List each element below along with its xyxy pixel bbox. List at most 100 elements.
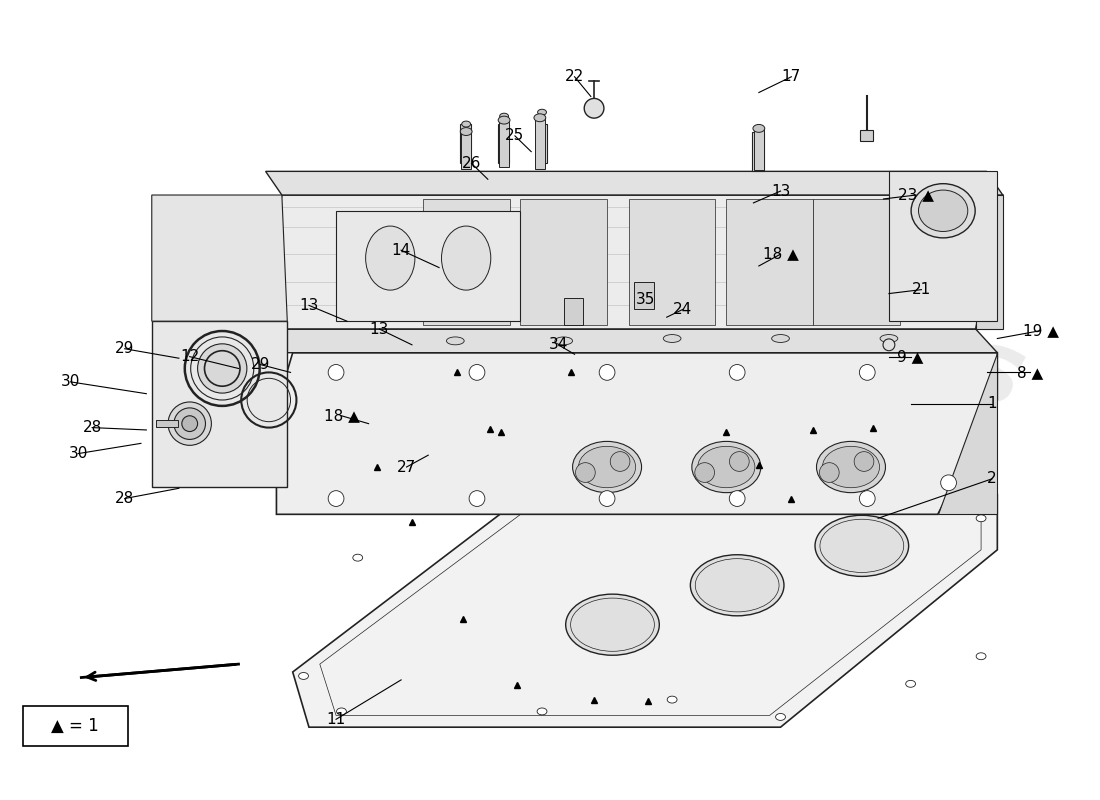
- Circle shape: [328, 490, 344, 506]
- Circle shape: [883, 339, 894, 350]
- Text: 14: 14: [392, 242, 410, 258]
- Text: 13: 13: [299, 298, 319, 313]
- Polygon shape: [265, 171, 1003, 195]
- Text: 2: 2: [987, 471, 997, 486]
- Circle shape: [575, 462, 595, 482]
- Circle shape: [729, 365, 745, 380]
- Bar: [635, 282, 653, 310]
- Bar: [563, 298, 583, 325]
- Ellipse shape: [447, 337, 464, 345]
- Circle shape: [859, 490, 876, 506]
- Ellipse shape: [353, 554, 363, 561]
- Text: 27: 27: [397, 459, 416, 474]
- Circle shape: [584, 98, 604, 118]
- Polygon shape: [152, 321, 287, 486]
- Ellipse shape: [911, 184, 976, 238]
- Ellipse shape: [816, 442, 886, 493]
- Bar: [754, 128, 763, 170]
- Text: a passion since 1985: a passion since 1985: [475, 426, 825, 564]
- Circle shape: [469, 365, 485, 380]
- Ellipse shape: [337, 708, 346, 715]
- Circle shape: [940, 475, 956, 490]
- Circle shape: [859, 365, 876, 380]
- Polygon shape: [889, 171, 998, 321]
- Text: 18 ▲: 18 ▲: [762, 246, 799, 262]
- Text: 21: 21: [912, 282, 931, 297]
- Circle shape: [610, 452, 630, 471]
- Ellipse shape: [755, 125, 763, 131]
- Circle shape: [168, 402, 211, 446]
- Text: 8 ▲: 8 ▲: [1016, 365, 1043, 380]
- Ellipse shape: [722, 499, 732, 506]
- Polygon shape: [976, 195, 1003, 329]
- Text: 18 ▲: 18 ▲: [323, 408, 360, 423]
- Ellipse shape: [462, 121, 471, 127]
- Text: 26: 26: [462, 156, 482, 171]
- Text: 25: 25: [505, 128, 525, 143]
- Text: 22: 22: [565, 70, 584, 84]
- Ellipse shape: [526, 499, 536, 506]
- Text: 11: 11: [327, 712, 345, 727]
- Bar: [752, 133, 764, 171]
- Polygon shape: [629, 199, 715, 325]
- Ellipse shape: [776, 714, 785, 720]
- Ellipse shape: [365, 226, 415, 290]
- Circle shape: [328, 365, 344, 380]
- Text: 12: 12: [180, 349, 199, 364]
- Bar: [536, 124, 548, 163]
- Bar: [499, 120, 509, 167]
- Ellipse shape: [772, 334, 790, 342]
- Bar: [461, 131, 471, 169]
- Circle shape: [198, 344, 246, 393]
- Text: 29: 29: [251, 357, 270, 372]
- Text: ▲ = 1: ▲ = 1: [51, 718, 99, 735]
- Circle shape: [729, 490, 745, 506]
- Text: 30: 30: [60, 374, 80, 390]
- Ellipse shape: [880, 334, 898, 342]
- Text: 35: 35: [636, 291, 654, 306]
- Text: eurobros: eurobros: [525, 181, 1036, 430]
- Text: 1: 1: [987, 397, 997, 411]
- Text: 28: 28: [116, 491, 134, 506]
- Circle shape: [600, 365, 615, 380]
- Ellipse shape: [554, 337, 573, 345]
- Ellipse shape: [298, 673, 308, 679]
- Ellipse shape: [691, 554, 784, 616]
- Polygon shape: [813, 199, 900, 325]
- Ellipse shape: [579, 446, 636, 488]
- Polygon shape: [255, 195, 1003, 329]
- Ellipse shape: [815, 515, 909, 577]
- Polygon shape: [152, 195, 287, 321]
- Ellipse shape: [976, 515, 986, 522]
- Circle shape: [600, 490, 615, 506]
- Ellipse shape: [537, 708, 547, 715]
- Ellipse shape: [918, 190, 968, 231]
- Circle shape: [190, 337, 254, 400]
- Ellipse shape: [573, 442, 641, 493]
- Ellipse shape: [499, 114, 508, 119]
- Polygon shape: [337, 210, 520, 321]
- Ellipse shape: [905, 680, 915, 687]
- Bar: [535, 118, 544, 169]
- Bar: [497, 124, 509, 163]
- Text: 34: 34: [549, 338, 568, 352]
- Polygon shape: [726, 199, 813, 325]
- Ellipse shape: [976, 653, 986, 660]
- Text: 29: 29: [116, 342, 134, 356]
- Polygon shape: [293, 494, 998, 727]
- Ellipse shape: [460, 128, 472, 135]
- Text: 28: 28: [82, 420, 102, 435]
- Ellipse shape: [884, 499, 894, 506]
- Ellipse shape: [441, 226, 491, 290]
- FancyBboxPatch shape: [23, 706, 128, 746]
- Circle shape: [182, 416, 198, 431]
- Ellipse shape: [534, 114, 546, 122]
- Ellipse shape: [752, 125, 764, 132]
- Polygon shape: [276, 353, 998, 514]
- Text: 13: 13: [771, 183, 790, 198]
- Ellipse shape: [498, 116, 510, 124]
- Text: 13: 13: [370, 322, 389, 337]
- Circle shape: [854, 452, 873, 471]
- Bar: [860, 130, 873, 142]
- Circle shape: [695, 462, 715, 482]
